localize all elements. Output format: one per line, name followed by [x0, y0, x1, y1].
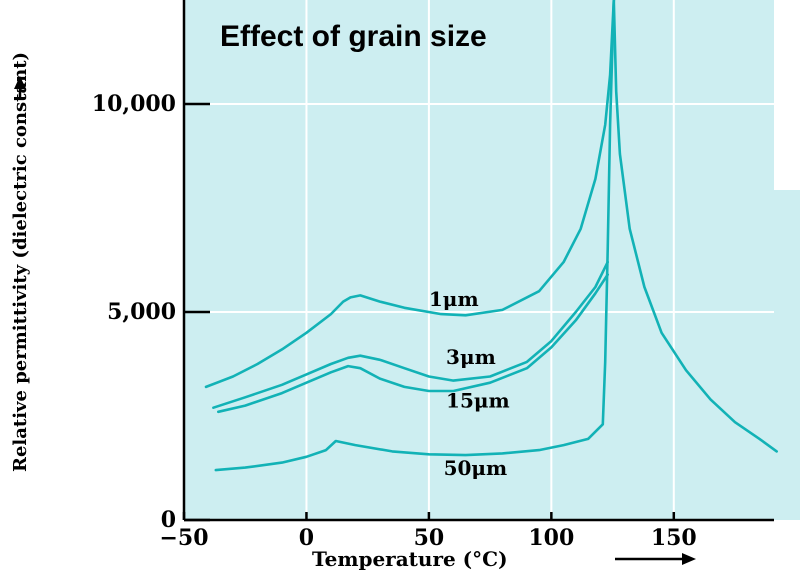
- series-label-50-m: 50μm: [444, 456, 508, 480]
- axes: [182, 0, 774, 522]
- x-tick-label-2: 50: [414, 525, 445, 551]
- series-label-15-m: 15μm: [446, 389, 510, 413]
- series-line-paraelectric: [612, 0, 778, 453]
- series-line-15-m: [217, 273, 609, 414]
- plot-background: [184, 0, 774, 520]
- x-axis-label-group: Temperature (°C): [312, 547, 696, 571]
- y-axis-arrow: [14, 76, 26, 100]
- right-edge-strip: [774, 190, 800, 520]
- y-tick-label-2: 10,000: [92, 91, 176, 117]
- x-tick-label-3: 100: [528, 525, 574, 551]
- chart-title: Effect of grain size: [220, 20, 487, 53]
- series-labels: 1μm 3μm 15μm 50μm: [429, 287, 510, 480]
- y-tick-label-1: 5,000: [107, 299, 176, 325]
- y-tick-label-0: 0: [161, 507, 176, 533]
- series-line-3-m: [212, 260, 609, 409]
- x-axis-label: Temperature (°C): [312, 547, 508, 571]
- x-tick-label-4: 150: [651, 525, 697, 551]
- y-axis-label-group: Relative permittivity (dielectric consta…: [10, 52, 31, 472]
- y-axis-label: Relative permittivity (dielectric consta…: [10, 52, 31, 472]
- series-line-50-m: [214, 0, 616, 472]
- x-axis-arrow: [615, 553, 696, 565]
- series-line-1-m: [204, 0, 616, 389]
- x-tick-label-0: −50: [159, 525, 208, 551]
- grid-lines: [184, 0, 774, 520]
- series-label-1-m: 1μm: [429, 287, 479, 311]
- curves: [204, 0, 778, 472]
- x-tick-label-1: 0: [299, 525, 314, 551]
- series-label-3-m: 3μm: [446, 345, 496, 369]
